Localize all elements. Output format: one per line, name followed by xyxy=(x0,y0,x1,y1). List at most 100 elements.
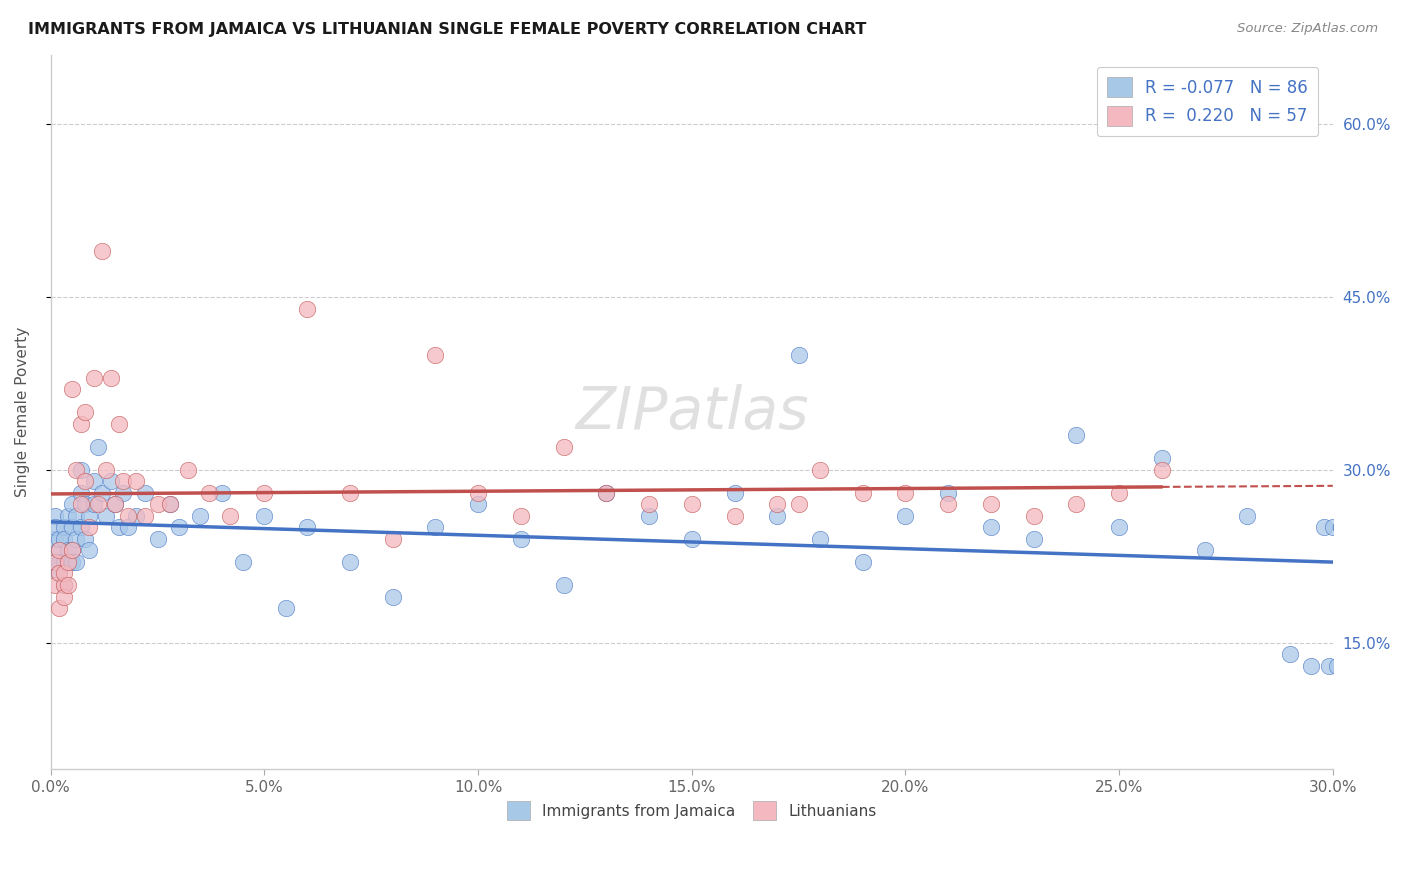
Point xyxy=(146,497,169,511)
Point xyxy=(1236,508,1258,523)
Point xyxy=(79,520,101,534)
Point xyxy=(83,475,105,489)
Point xyxy=(595,486,617,500)
Point xyxy=(117,508,139,523)
Point xyxy=(69,463,91,477)
Point xyxy=(723,508,745,523)
Point xyxy=(980,520,1002,534)
Point xyxy=(1347,658,1369,673)
Point xyxy=(1326,658,1348,673)
Point xyxy=(467,497,489,511)
Point xyxy=(1322,520,1344,534)
Point xyxy=(91,244,114,258)
Point xyxy=(125,508,148,523)
Point xyxy=(808,463,831,477)
Point xyxy=(253,508,276,523)
Point xyxy=(1108,520,1130,534)
Point xyxy=(52,555,75,569)
Point xyxy=(73,497,96,511)
Point xyxy=(73,475,96,489)
Point xyxy=(766,508,789,523)
Point xyxy=(198,486,221,500)
Point xyxy=(48,532,70,546)
Point xyxy=(1108,486,1130,500)
Point xyxy=(52,578,75,592)
Text: ZIPatlas: ZIPatlas xyxy=(575,384,808,441)
Point xyxy=(56,555,79,569)
Point xyxy=(117,520,139,534)
Point xyxy=(1343,520,1365,534)
Point xyxy=(1313,520,1336,534)
Point xyxy=(87,497,110,511)
Point xyxy=(60,382,83,396)
Point xyxy=(52,590,75,604)
Point xyxy=(894,508,917,523)
Point xyxy=(467,486,489,500)
Point xyxy=(159,497,181,511)
Point xyxy=(159,497,181,511)
Point xyxy=(1301,658,1323,673)
Point xyxy=(69,486,91,500)
Point xyxy=(112,475,135,489)
Point xyxy=(96,508,118,523)
Point xyxy=(73,532,96,546)
Point xyxy=(787,348,810,362)
Point xyxy=(1194,543,1216,558)
Point xyxy=(48,543,70,558)
Point xyxy=(232,555,254,569)
Point xyxy=(56,555,79,569)
Point xyxy=(100,370,122,384)
Point xyxy=(1022,508,1045,523)
Point xyxy=(339,555,361,569)
Point xyxy=(1317,658,1340,673)
Point xyxy=(52,532,75,546)
Point xyxy=(1150,451,1173,466)
Point xyxy=(936,497,959,511)
Point xyxy=(1150,463,1173,477)
Point xyxy=(100,475,122,489)
Point xyxy=(297,520,319,534)
Point xyxy=(681,532,703,546)
Point xyxy=(60,543,83,558)
Point xyxy=(60,520,83,534)
Point xyxy=(48,566,70,581)
Point xyxy=(808,532,831,546)
Point xyxy=(134,486,156,500)
Point xyxy=(297,301,319,316)
Point xyxy=(125,475,148,489)
Point xyxy=(553,578,575,592)
Point xyxy=(1351,647,1374,661)
Text: Source: ZipAtlas.com: Source: ZipAtlas.com xyxy=(1237,22,1378,36)
Y-axis label: Single Female Poverty: Single Female Poverty xyxy=(15,327,30,498)
Point xyxy=(553,440,575,454)
Point xyxy=(96,463,118,477)
Point xyxy=(852,486,875,500)
Point xyxy=(253,486,276,500)
Point xyxy=(1330,520,1353,534)
Point xyxy=(69,417,91,431)
Point xyxy=(894,486,917,500)
Point xyxy=(44,578,66,592)
Point xyxy=(1066,428,1088,442)
Point xyxy=(936,486,959,500)
Point xyxy=(60,497,83,511)
Point xyxy=(69,520,91,534)
Point xyxy=(681,497,703,511)
Point xyxy=(56,508,79,523)
Point xyxy=(766,497,789,511)
Point xyxy=(91,486,114,500)
Point xyxy=(381,590,404,604)
Point xyxy=(44,555,66,569)
Point xyxy=(638,508,661,523)
Point xyxy=(69,497,91,511)
Point xyxy=(108,520,131,534)
Point xyxy=(339,486,361,500)
Point xyxy=(52,520,75,534)
Point xyxy=(79,508,101,523)
Point xyxy=(104,497,127,511)
Point xyxy=(73,405,96,419)
Point xyxy=(176,463,198,477)
Point xyxy=(83,370,105,384)
Legend: Immigrants from Jamaica, Lithuanians: Immigrants from Jamaica, Lithuanians xyxy=(501,795,883,826)
Point xyxy=(48,566,70,581)
